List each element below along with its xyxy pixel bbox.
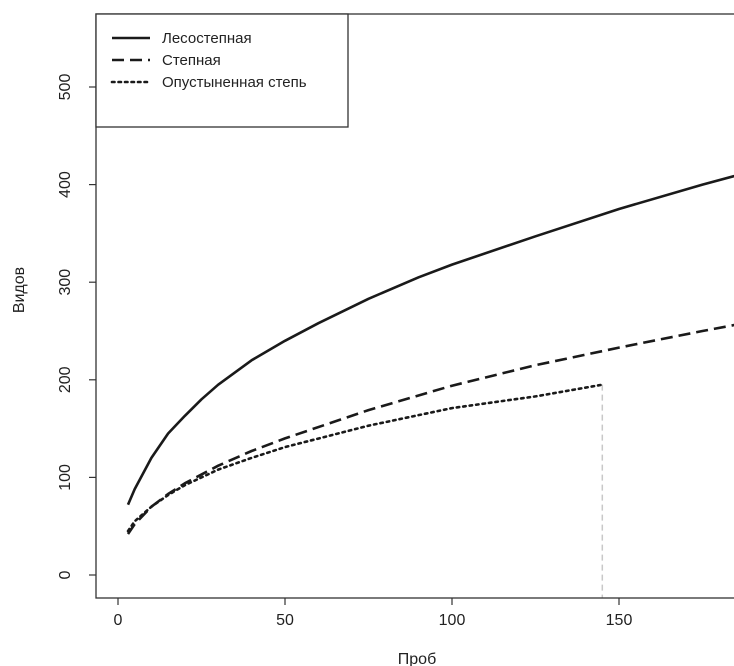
y-tick-label: 300 [57,269,74,296]
y-tick-label: 200 [57,366,74,393]
x-tick-label: 100 [439,612,466,629]
y-axis: 0 100 200 300 400 500 [57,74,96,579]
end-marker-layer [601,384,604,598]
series-line-solid [126,174,734,506]
legend-items: Лесостепная Степная Опустыненная степь [110,30,307,91]
series-line-dotted [126,383,604,533]
y-tick-label: 500 [57,74,74,101]
series-layer [126,174,734,535]
legend-label-dashed: Степная [162,52,221,69]
legend-box [95,13,349,128]
plot-frame [95,13,734,599]
y-axis-label: Видов [11,267,28,313]
x-axis: 050100150200250300350 [114,598,633,629]
y-tick-label: 100 [57,464,74,491]
x-tick-label: 0 [114,612,123,629]
x-axis-label: Проб [398,651,436,666]
y-tick-label: 400 [57,171,74,198]
legend-label-solid: Лесостепная [162,30,252,47]
x-tick-label: 150 [606,612,633,629]
legend-label-dotted: Опустыненная степь [162,74,307,91]
y-tick-label: 0 [57,570,74,579]
x-tick-label: 50 [276,612,294,629]
legend: Лесостепная Степная Опустыненная степь [95,13,349,128]
